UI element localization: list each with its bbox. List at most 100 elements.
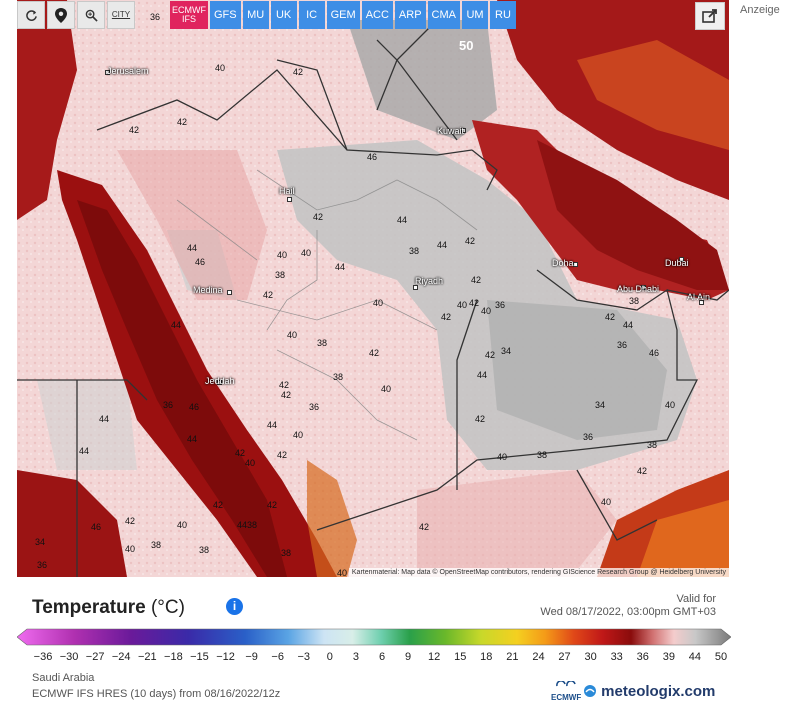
temperature-value: 44 [397,215,408,225]
model-button-ic[interactable]: IC [298,1,325,29]
model-button-ecmwf-ifs[interactable]: ECMWF IFS [170,1,208,29]
temperature-value: 44 [267,420,278,430]
temperature-map[interactable]: 40 42 42 42 44 46 44 46 44 42 40 38 36 34 36 40 42 44 42 42… [17,0,729,577]
temperature-value: 40 [177,520,188,530]
temperature-color-scale [17,628,731,646]
share-icon[interactable] [695,2,725,30]
temperature-value: 46 [91,522,102,532]
scale-tick-label: 12 [428,651,441,663]
scale-tick-label: 50 [714,651,728,663]
map-background [17,0,729,577]
temperature-value: 40 [287,330,298,340]
temperature-value: 40 [277,250,288,260]
model-active-line2: IFS [181,14,196,24]
model-run-label: ECMWF IFS HRES (10 days) from 08/16/2022… [32,688,281,700]
city-toggle-button[interactable]: CITY [107,1,135,29]
legend-unit: (°C) [150,597,185,618]
temperature-value: 34 [35,537,46,547]
refresh-icon[interactable] [17,1,45,29]
scale-tick-label: 21 [506,651,519,663]
city-label-medina: Medina [193,285,223,295]
scale-tick-label: 6 [378,651,386,663]
temperature-value: 42 [637,466,648,476]
temperature-value: 42 [485,350,496,360]
ecmwf-logo: ECMWF [551,680,581,702]
temperature-value: 38 [409,246,420,256]
temperature-value: 38 [151,540,162,550]
temperature-value: 36 [163,400,174,410]
model-button-um[interactable]: UM [462,1,488,29]
city-label-al-ain: Al Ain [687,292,711,302]
city-marker[interactable] [217,380,222,385]
city-label-jerusalem: Jerusalem [107,66,149,76]
map-toolbar: CITY [17,0,135,30]
temperature-value: 42 [279,380,290,390]
scale-tick-label: 18 [480,651,493,663]
scale-tick-label: −24 [111,651,131,663]
temperature-value: 42 [475,414,486,424]
temperature-value: 38 [537,450,548,460]
max-temperature-label: 50 [459,38,474,53]
city-marker[interactable] [641,285,646,290]
model-button-gem[interactable]: GEM [326,1,360,29]
temperature-value: 42 [419,522,430,532]
scale-tick-label: −9 [245,651,258,663]
model-button-mu[interactable]: MU [242,1,269,29]
temperature-value: 40 [481,306,492,316]
scale-tick-label: 39 [662,651,675,663]
legend-title-text: Temperature [32,597,146,618]
zoom-icon[interactable] [77,1,105,29]
temperature-value: 42 [313,212,324,222]
city-marker[interactable] [461,128,466,133]
model-button-gfs[interactable]: GFS [210,1,241,29]
city-marker[interactable] [105,70,110,75]
model-button-uk[interactable]: UK [270,1,297,29]
temperature-value: 42 [293,67,304,77]
temperature-value: 46 [367,152,378,162]
model-button-arp[interactable]: ARP [394,1,426,29]
scale-tick-label: 33 [610,651,623,663]
region-label: Saudi Arabia [32,672,95,684]
temperature-value: 40 [381,384,392,394]
scale-tick-label: −21 [137,651,157,663]
temperature-value: 46 [189,402,200,412]
temperature-value: 40 [337,568,348,577]
info-icon[interactable]: i [226,598,243,615]
model-selector: ECMWF IFS GFS MU UK IC GEM ACC ARP CMA U… [170,1,516,29]
model-button-cma[interactable]: CMA [427,1,460,29]
city-count-label: 36 [150,12,161,22]
scale-tick-label: −27 [85,651,105,663]
scale-tick-label: 27 [558,651,571,663]
city-label-dubai: Dubai [665,258,689,268]
scale-tick-label: 30 [584,651,597,663]
temperature-value: 40 [293,430,304,440]
temperature-value: 42 [125,516,136,526]
temperature-value: 44 [437,240,448,250]
meteologix-logo[interactable]: meteologix.com [583,683,715,700]
temperature-value: 44 [79,446,90,456]
scale-tick-label: 0 [326,651,333,663]
temperature-value: 42 [605,312,616,322]
temperature-value: 42 [277,450,288,460]
brand-name: meteologix.com [601,683,716,700]
model-button-acc[interactable]: ACC [361,1,393,29]
model-button-ru[interactable]: RU [490,1,516,29]
city-marker[interactable] [287,197,292,202]
temperature-value: 38 [629,296,640,306]
temperature-value: 36 [37,560,48,570]
temperature-value: 38 [199,545,210,555]
scale-tick-label: −6 [271,651,284,663]
temperature-value: 40 [665,400,676,410]
temperature-value: 44 [623,320,634,330]
temperature-value: 40 [125,544,136,554]
city-marker[interactable] [227,290,232,295]
temperature-value: 44 [187,243,198,253]
city-marker[interactable] [413,285,418,290]
location-pin-icon[interactable] [47,1,75,29]
city-marker[interactable] [573,262,578,267]
city-marker[interactable] [679,257,684,262]
city-marker[interactable] [699,300,704,305]
temperature-value: 46 [649,348,660,358]
city-label-hail: Hail [279,186,295,196]
temperature-value: 36 [309,402,320,412]
